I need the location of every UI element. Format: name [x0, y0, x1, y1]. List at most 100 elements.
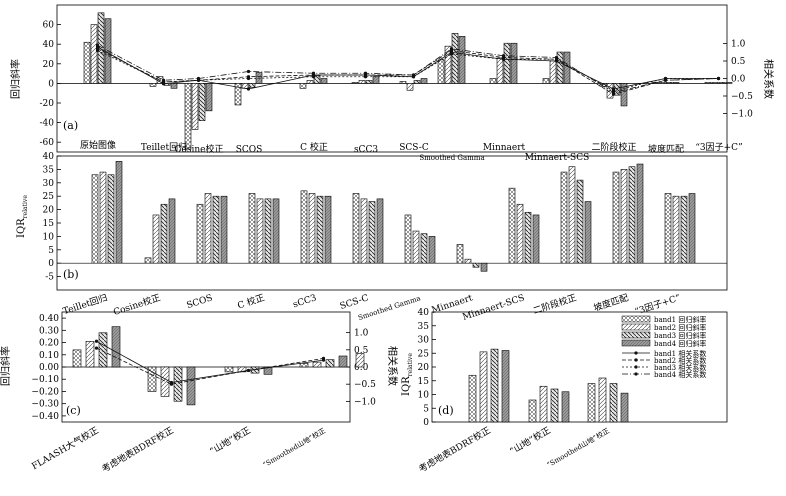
bar-band4-10 — [636, 163, 644, 264]
y-tick-label: 0 — [48, 79, 54, 89]
corr-point-band4-12 — [716, 76, 721, 81]
bar-band2-9 — [568, 166, 576, 264]
corr-point-band3-8 — [501, 57, 506, 61]
category-label: Cosine校正 — [112, 291, 162, 318]
bar-band1-2 — [196, 203, 204, 264]
category-label: 坡度匹配 — [648, 143, 684, 155]
category-label: SCS-C — [339, 293, 370, 312]
category-label: “山地”校正 — [207, 424, 252, 457]
bar-band3-11 — [680, 195, 688, 264]
bar-band4-6 — [420, 78, 428, 84]
y2-tick-label: 1.0 — [354, 329, 369, 339]
category-label: FLAASH大气校正 — [29, 424, 100, 472]
y-tick-label: 0.20 — [39, 339, 59, 349]
legend-label: band4 相关系数 — [654, 370, 706, 379]
panel-c-lines — [94, 339, 326, 386]
bar-band4-2 — [620, 392, 629, 423]
bar-band4-7 — [458, 36, 466, 84]
bar-band2-8 — [516, 203, 524, 264]
panel-d-categories: 考虑地表BDRF校正 “山地”校正“Smoothed山地”校正 — [416, 424, 611, 475]
panel-a-lines — [95, 43, 721, 96]
y-tick-label: 0.40 — [39, 314, 59, 324]
bar-band3-3 — [264, 198, 272, 264]
y-tick-label: 0.00 — [39, 363, 59, 373]
bar-band3-7 — [451, 33, 459, 84]
bar-band3-9 — [576, 179, 584, 264]
bar-band2-2 — [191, 83, 199, 130]
bar-band3-10 — [628, 166, 636, 264]
y-tick-label: -20 — [40, 99, 55, 109]
panel-b-ylabel: IQRrelative — [16, 195, 29, 238]
bar-band1-5 — [351, 82, 359, 84]
legend-label: band2 回归斜率 — [654, 323, 706, 332]
y-tick-label: -40 — [40, 119, 55, 129]
bar-band1-11 — [664, 193, 672, 264]
panel-d-ticks: 0 5 10 15 20 25 30 35 40 — [418, 308, 436, 428]
category-label: “3因子+C” — [695, 142, 742, 153]
bar-band4-2 — [220, 195, 228, 264]
category-label: 考虑地表BDRF校正 — [416, 424, 492, 475]
bar-band3-1 — [160, 203, 168, 264]
panel-c-ticks: −0.40 −0.30 −0.20 −0.10 0.00 0.10 0.20 0.30 0.40… — [31, 314, 376, 422]
y-tick-label: 5 — [48, 246, 54, 256]
panel-c-bars — [72, 326, 365, 406]
bar-band3-12 — [718, 82, 726, 84]
y2-tick-label: −1.0 — [731, 110, 753, 120]
y-tick-label: -5 — [45, 273, 54, 283]
category-label: sCC3 — [354, 145, 378, 155]
category-label: “Smoothed山地”校正 — [545, 426, 611, 469]
bar-band1-0 — [72, 349, 82, 368]
panel-a-label: (a) — [63, 119, 78, 132]
bar-band1-1 — [528, 399, 537, 423]
panel-b-label: (b) — [63, 268, 79, 281]
bar-band4-10 — [620, 83, 628, 107]
y-tick-label: 25 — [43, 192, 55, 202]
panel-a-ylabel: 回归斜率 — [9, 59, 22, 99]
bar-band2-4 — [306, 80, 314, 84]
category-label: “山地”校正 — [507, 424, 552, 457]
panel-a-y2label: 相关系数 — [762, 59, 775, 99]
panel-c: (c) 回归斜率 相关系数 −0.40 −0.30 −0.20 −0.10 0.00 0.… — [0, 311, 399, 475]
y-tick-label: -60 — [40, 138, 55, 148]
bar-band1-0 — [83, 41, 91, 84]
y-tick-label: 60 — [43, 21, 55, 31]
panel-c-ylabel: 回归斜率 — [0, 346, 12, 386]
bar-band2-6 — [406, 83, 414, 91]
bar-band4-8 — [510, 42, 518, 84]
category-label: SCOS — [236, 145, 263, 155]
bar-band3-4 — [316, 195, 324, 264]
y2-tick-label: 0.0 — [354, 363, 369, 373]
legend-swatch — [621, 315, 651, 323]
y-tick-label: −0.10 — [31, 375, 59, 385]
y-tick-label: −0.40 — [31, 412, 59, 422]
panel-c-y2label: 相关系数 — [386, 346, 399, 386]
y-tick-label: 15 — [418, 377, 430, 387]
panel-b-categories: Teillet回归 Cosine校正 SCOS C 校正 sCC3 SCS-CSmooth… — [61, 291, 682, 322]
category-label: SCOS — [186, 293, 214, 311]
bar-band3-8 — [503, 42, 511, 84]
y-tick-label: 30 — [418, 336, 430, 346]
bar-band3-11 — [665, 82, 673, 84]
y-tick-label: 40 — [418, 308, 430, 318]
y2-tick-label: 0.5 — [354, 346, 369, 356]
bar-band2-0 — [479, 351, 488, 423]
bar-band1-7 — [437, 59, 445, 84]
y-tick-label: 30 — [43, 179, 55, 189]
y-tick-label: 20 — [418, 363, 430, 373]
bar-band4-5 — [376, 198, 384, 264]
corr-point-band3-7 — [449, 52, 454, 56]
bar-band4-0 — [501, 350, 510, 423]
bar-band4-3 — [338, 355, 348, 368]
y-tick-label: 0.30 — [39, 326, 59, 336]
bar-band2-4 — [308, 193, 316, 264]
legend-swatch — [621, 323, 651, 331]
legend-marker — [634, 351, 638, 355]
bar-band1-1 — [149, 83, 157, 87]
bar-band1-9 — [542, 78, 550, 84]
y2-tick-label: −0.5 — [731, 92, 753, 102]
bar-band3-4 — [313, 75, 321, 84]
corr-point-band4-11 — [663, 78, 668, 82]
bar-extra — [355, 353, 365, 368]
bar-band1-3 — [299, 363, 309, 368]
